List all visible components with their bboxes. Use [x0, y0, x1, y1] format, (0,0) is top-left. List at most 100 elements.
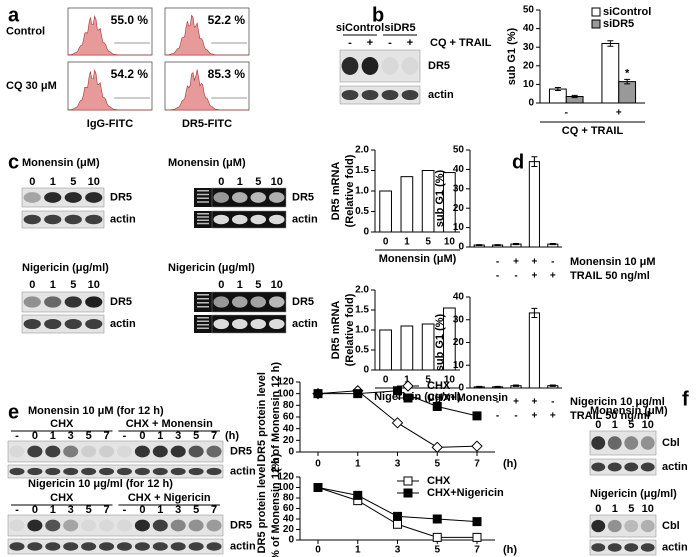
- condition-sign: +: [531, 257, 537, 268]
- blot-header: CHX: [50, 418, 74, 430]
- ladder-band: [197, 213, 209, 215]
- band-label: actin: [292, 213, 318, 225]
- y-tick-label: 20: [453, 337, 465, 348]
- band: [231, 214, 248, 225]
- band: [9, 519, 25, 532]
- band: [170, 519, 186, 532]
- band: [64, 296, 82, 308]
- band: [640, 436, 655, 450]
- band: [250, 214, 267, 225]
- panel-label: d: [512, 151, 524, 173]
- ladder-band: [197, 327, 209, 329]
- percent-label: 85.3 %: [208, 67, 246, 81]
- condition-sign: -: [551, 397, 554, 408]
- lane-label: 3: [175, 504, 181, 516]
- y-axis-label: DR5 protein level: [256, 464, 268, 554]
- lane-label: -: [123, 430, 127, 442]
- x-tick-label: +: [616, 108, 622, 119]
- legend-marker: [403, 476, 413, 486]
- band: [64, 214, 82, 225]
- lane-label: +: [407, 37, 413, 49]
- band-label: DR5: [110, 296, 132, 308]
- lane-label: 1: [50, 504, 56, 516]
- condition-label: TRAIL 50 ng/ml: [570, 270, 650, 282]
- band: [607, 436, 622, 450]
- band: [116, 467, 132, 476]
- panel-label: b: [372, 4, 384, 26]
- legend-label: CHX+Monensin: [427, 392, 508, 404]
- condition-sign: +: [531, 397, 537, 408]
- point: [472, 411, 482, 421]
- point: [313, 389, 323, 399]
- point: [432, 532, 442, 542]
- lane-label: 5: [86, 504, 92, 516]
- condition-sign: +: [550, 411, 556, 422]
- annotation: *: [625, 67, 630, 79]
- error-bar: [494, 385, 501, 388]
- band: [63, 542, 79, 551]
- band: [99, 519, 115, 532]
- condition-sign: -: [496, 257, 499, 268]
- band-label: actin: [230, 540, 256, 552]
- band: [250, 296, 267, 308]
- point: [432, 402, 442, 411]
- blot-title: Nigericin (μg/ml): [168, 262, 255, 274]
- band: [9, 542, 25, 551]
- condition-sign: -: [496, 411, 499, 422]
- lane-label: 0: [595, 419, 601, 431]
- panel-label: e: [8, 401, 19, 423]
- percent-label: 52.2 %: [208, 13, 246, 27]
- band: [116, 445, 132, 458]
- band-label: DR5: [110, 191, 132, 203]
- lane-label: 0: [29, 279, 35, 291]
- condition-sign: +: [531, 271, 537, 282]
- condition-sign: +: [550, 271, 556, 282]
- y-tick-label: 30: [453, 314, 465, 325]
- blot-title: Monensin (μM): [590, 405, 668, 417]
- y-tick-label: 0: [458, 242, 464, 253]
- ladder-band: [197, 193, 209, 196]
- band: [45, 467, 61, 476]
- x-axis-label: DR5-FITC: [182, 118, 232, 130]
- lane-label: 5: [628, 503, 634, 515]
- percent-label: 54.2 %: [111, 67, 149, 81]
- blot-strip: [21, 314, 105, 334]
- lane-label: 5: [255, 176, 261, 188]
- band: [45, 445, 61, 458]
- y-tick-label: 20: [283, 524, 295, 535]
- ladder-band: [197, 298, 209, 300]
- blot-title: Monensin 10 μM (for 12 h): [28, 405, 164, 417]
- y-tick-label: 1.0: [355, 325, 369, 336]
- band: [170, 445, 186, 458]
- error-bar: [554, 87, 561, 92]
- point: [353, 490, 363, 500]
- y-tick-label: 0: [288, 447, 294, 458]
- band-label: actin: [230, 465, 256, 477]
- band-label: actin: [662, 461, 688, 473]
- band: [250, 192, 267, 203]
- bar: [421, 323, 435, 371]
- band-label: actin: [662, 541, 688, 553]
- legend-marker: [403, 393, 413, 403]
- band: [188, 542, 204, 551]
- lane-label: 5: [86, 430, 92, 442]
- lane-label: 0: [218, 279, 224, 291]
- band: [381, 57, 399, 75]
- x-tick-label: 1: [355, 545, 361, 556]
- ladder-band: [197, 216, 209, 218]
- band: [640, 543, 655, 552]
- bar: [400, 176, 414, 233]
- error-bar: [624, 78, 631, 85]
- lane-label: 10: [271, 176, 283, 188]
- blot-header: CHX + Monensin: [126, 418, 213, 430]
- bar: [379, 190, 392, 233]
- band: [85, 192, 103, 203]
- lane-label: 1: [50, 176, 56, 188]
- band-label: Cbl: [662, 437, 680, 449]
- x-tick-label: 1: [355, 459, 361, 470]
- lane-label: 0: [32, 504, 38, 516]
- x-axis-label: CQ + TRAIL: [562, 125, 624, 137]
- ladder-band: [197, 222, 209, 225]
- error-bar: [531, 307, 538, 318]
- lane-label: 5: [70, 279, 76, 291]
